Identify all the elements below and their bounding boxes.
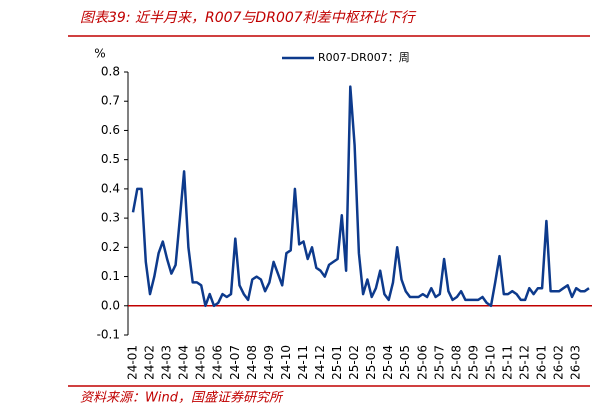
x-tick-label: 24-09 — [262, 345, 276, 380]
y-tick-label: 0.7 — [101, 94, 120, 108]
x-tick-label: 25-08 — [449, 345, 463, 380]
source-note: 资料来源：Wind，国盛证券研究所 — [80, 390, 284, 406]
x-tick-label: 25-03 — [364, 345, 378, 380]
x-tick-label: 25-01 — [330, 345, 344, 380]
y-tick-label: 0.6 — [101, 123, 120, 137]
x-tick-label: 24-12 — [313, 345, 327, 380]
x-tick-label: 24-07 — [228, 345, 242, 380]
chart-title: 图表39: 近半月来，R007与DR007利差中枢环比下行 — [80, 10, 417, 26]
x-tick-label: 25-06 — [415, 345, 429, 380]
y-tick-label: 0.1 — [101, 269, 120, 283]
x-tick-label: 24-08 — [245, 345, 259, 380]
x-tick-label: 24-11 — [296, 345, 310, 380]
y-tick-label: 0.0 — [101, 298, 120, 312]
x-tick-label: 25-12 — [518, 345, 532, 380]
x-tick-label: 25-11 — [501, 345, 515, 380]
x-tick-label: 25-10 — [483, 345, 497, 380]
y-tick-label: -0.1 — [97, 328, 120, 342]
y-tick-label: 0.8 — [101, 65, 120, 79]
x-tick-label: 25-02 — [347, 345, 361, 380]
line-series — [131, 85, 590, 308]
x-tick-label: 25-09 — [466, 345, 480, 380]
x-tick-label: 26-01 — [535, 345, 549, 380]
x-tick-label: 24-05 — [194, 345, 208, 380]
legend-label: R007-DR007：周 — [318, 51, 410, 64]
y-tick-label: 0.2 — [101, 240, 120, 254]
x-tick-label: 24-03 — [160, 345, 174, 380]
x-tick-label: 25-04 — [381, 345, 395, 380]
x-tick-label: 24-06 — [211, 345, 225, 380]
x-tick-label: 25-07 — [432, 345, 446, 380]
x-tick-label: 24-02 — [143, 345, 157, 380]
x-tick-label: 26-03 — [569, 345, 583, 380]
y-unit: % — [94, 47, 105, 61]
x-tick-label: 25-05 — [398, 345, 412, 380]
x-tick-label: 26-02 — [552, 345, 566, 380]
y-tick-label: 0.4 — [101, 181, 120, 195]
y-tick-label: 0.5 — [101, 152, 120, 166]
x-tick-label: 24-04 — [177, 345, 191, 380]
x-tick-label: 24-01 — [126, 345, 140, 380]
x-tick-label: 24-10 — [279, 345, 293, 380]
y-tick-label: 0.3 — [101, 211, 120, 225]
